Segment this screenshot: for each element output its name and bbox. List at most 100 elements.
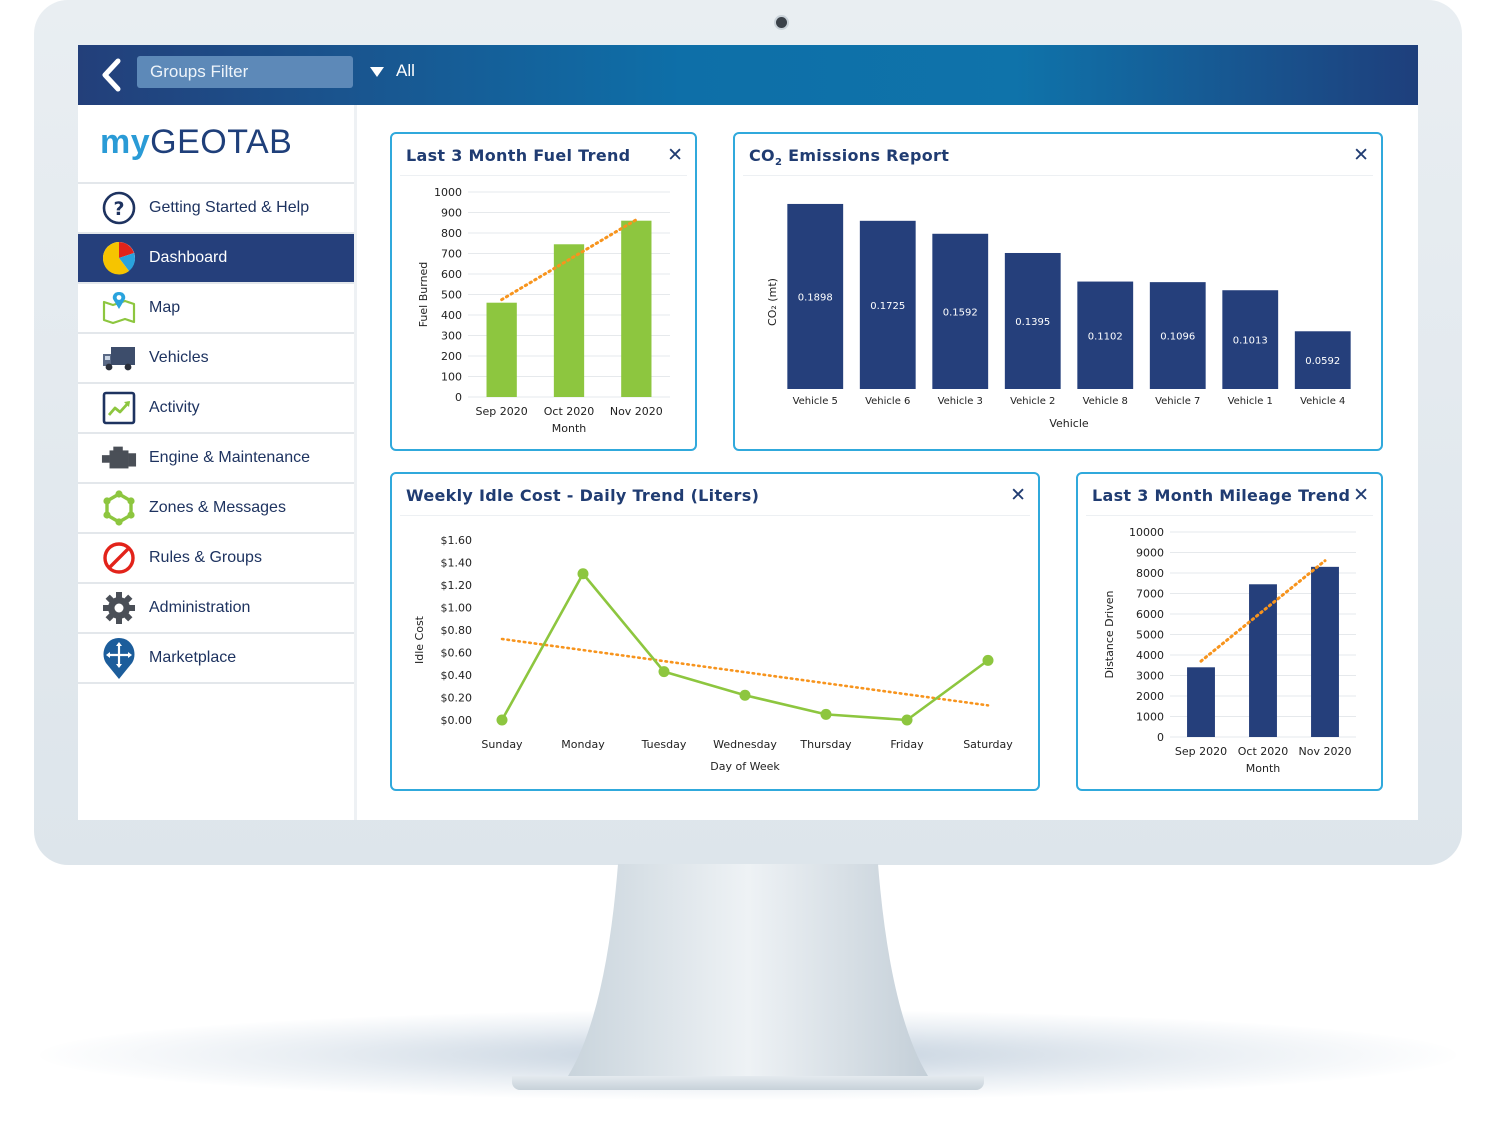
- data-point: [982, 654, 994, 666]
- card-divider: [400, 515, 1030, 516]
- y-tick-label: 100: [441, 371, 462, 384]
- x-axis-label: Day of Week: [710, 760, 780, 773]
- close-icon[interactable]: ✕: [1353, 484, 1369, 506]
- x-tick-label: Vehicle 5: [793, 396, 838, 407]
- sidebar-item-rules[interactable]: Rules & Groups: [78, 534, 354, 584]
- pie-chart-icon: [101, 240, 137, 276]
- y-axis-label: Idle Cost: [413, 615, 426, 664]
- x-tick-label: Saturday: [963, 738, 1013, 751]
- bar: [1004, 252, 1061, 389]
- y-tick-label: $0.60: [441, 647, 473, 660]
- groups-filter-value[interactable]: All: [396, 61, 415, 80]
- map-icon: [101, 290, 137, 326]
- x-tick-label: Tuesday: [641, 738, 687, 751]
- app-screen: Groups Filter All myGEOTAB ? Getting Sta…: [78, 45, 1418, 820]
- bar: [1222, 290, 1279, 389]
- x-axis-label: Month: [552, 422, 587, 435]
- sidebar-item-engine[interactable]: Engine & Maintenance: [78, 434, 354, 484]
- y-tick-label: $0.00: [441, 714, 473, 727]
- card-title: Last 3 Month Fuel Trend: [406, 146, 631, 165]
- dropdown-triangle-icon[interactable]: [370, 67, 384, 77]
- bar: [486, 302, 517, 397]
- close-icon[interactable]: ✕: [1010, 484, 1026, 506]
- y-tick-label: 0: [455, 391, 462, 404]
- sidebar-item-administration[interactable]: Administration: [78, 584, 354, 634]
- bar: [932, 233, 989, 389]
- bar: [1187, 667, 1215, 737]
- y-tick-label: $1.00: [441, 602, 473, 615]
- bar: [1249, 584, 1277, 737]
- bar: [1077, 281, 1134, 389]
- card-title: Weekly Idle Cost - Daily Trend (Liters): [406, 486, 760, 505]
- y-tick-label: 0: [1157, 731, 1164, 744]
- bar: [621, 220, 652, 397]
- x-tick-label: Vehicle 4: [1300, 396, 1345, 407]
- help-icon: ?: [101, 190, 137, 226]
- y-tick-label: $1.40: [441, 557, 473, 570]
- x-tick-label: Thursday: [799, 738, 852, 751]
- sidebar-item-map[interactable]: Map: [78, 284, 354, 334]
- idle-cost-card: Weekly Idle Cost - Daily Trend (Liters) …: [390, 472, 1040, 791]
- y-axis-label: Fuel Burned: [417, 262, 430, 328]
- svg-text:?: ?: [113, 198, 124, 220]
- truck-icon: [101, 340, 137, 376]
- x-tick-label: Vehicle 2: [1010, 396, 1055, 407]
- card-divider: [1086, 515, 1373, 516]
- close-icon[interactable]: ✕: [667, 144, 683, 166]
- y-tick-label: 700: [441, 248, 462, 261]
- sidebar-item-marketplace[interactable]: Marketplace: [78, 634, 354, 684]
- trend-line: [1199, 559, 1327, 663]
- co2-emissions-card: CO2 Emissions Report ✕ 0.1898 Vehicle 5 0.…: [733, 132, 1383, 451]
- sidebar-item-label: Engine & Maintenance: [149, 449, 310, 466]
- y-tick-label: 3000: [1136, 670, 1164, 683]
- sidebar-item-label: Map: [149, 299, 181, 316]
- sidebar-item-label: Dashboard: [149, 249, 228, 266]
- data-point: [820, 708, 832, 720]
- bar: [1311, 566, 1339, 737]
- trend-line: [500, 218, 638, 302]
- data-label: 0.1592: [943, 307, 978, 318]
- bar: [553, 244, 585, 397]
- card-divider: [743, 175, 1373, 176]
- x-tick-label: Wednesday: [713, 738, 777, 751]
- x-tick-label: Vehicle 6: [865, 396, 910, 407]
- data-point: [577, 568, 589, 580]
- x-tick-label: Nov 2020: [1299, 745, 1352, 758]
- y-tick-label: $0.40: [441, 669, 473, 682]
- x-tick-label: Vehicle 1: [1228, 396, 1273, 407]
- sidebar-item-dashboard[interactable]: Dashboard: [78, 234, 354, 284]
- back-arrow-icon[interactable]: [98, 57, 128, 93]
- y-tick-label: $1.60: [441, 534, 473, 547]
- sidebar-item-label: Marketplace: [149, 649, 237, 666]
- sidebar-item-zones[interactable]: Zones & Messages: [78, 484, 354, 534]
- y-tick-label: 600: [441, 268, 462, 281]
- x-tick-label: Vehicle 7: [1155, 396, 1200, 407]
- sidebar-item-label: Administration: [149, 599, 251, 616]
- data-point: [739, 689, 751, 701]
- no-entry-icon: [101, 540, 137, 576]
- gear-icon: [101, 590, 137, 626]
- y-tick-label: 7000: [1136, 588, 1164, 601]
- mygeotab-logo[interactable]: myGEOTAB: [100, 123, 293, 161]
- x-tick-label: Sep 2020: [1175, 745, 1227, 758]
- monitor-base: [512, 1076, 984, 1090]
- webcam-icon: [776, 17, 787, 28]
- sidebar-item-label: Activity: [149, 399, 200, 416]
- y-tick-label: 200: [441, 350, 462, 363]
- sidebar-item-vehicles[interactable]: Vehicles: [78, 334, 354, 384]
- close-icon[interactable]: ✕: [1353, 144, 1369, 166]
- card-title: CO2 Emissions Report: [749, 146, 950, 169]
- co2-emissions-chart: 0.1898 Vehicle 5 0.1725 Vehicle 6 0.1592 Vehi…: [766, 203, 1351, 430]
- y-tick-label: 1000: [1136, 711, 1164, 724]
- sidebar-item-getting-started[interactable]: ? Getting Started & Help: [78, 184, 354, 234]
- x-tick-label: Vehicle 3: [938, 396, 983, 407]
- data-label: 0.1395: [1015, 317, 1050, 328]
- bar: [1149, 282, 1206, 389]
- groups-filter-input[interactable]: Groups Filter: [137, 56, 353, 88]
- sidebar-item-activity[interactable]: Activity: [78, 384, 354, 434]
- x-tick-label: Oct 2020: [544, 405, 595, 418]
- activity-chart-icon: [101, 390, 137, 426]
- y-tick-label: 2000: [1136, 690, 1164, 703]
- data-label: 0.0592: [1305, 356, 1340, 367]
- engine-icon: [101, 440, 137, 476]
